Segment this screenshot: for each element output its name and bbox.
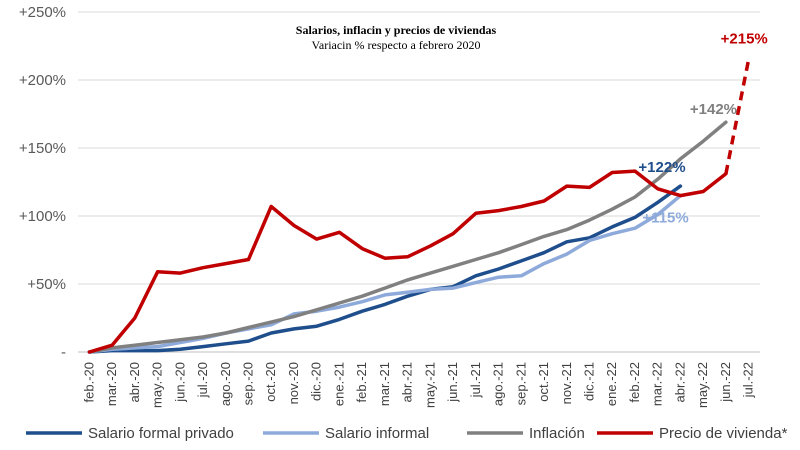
x-tick-label: sep.-21 — [513, 362, 528, 405]
y-tick-label: +250% — [19, 4, 66, 21]
y-gridlines — [78, 11, 760, 285]
x-tick-label: feb.-20 — [81, 362, 96, 402]
series-line — [87, 169, 728, 354]
y-tick-label: +50% — [27, 276, 66, 293]
x-tick-label: jul.-22 — [741, 362, 756, 398]
y-tick-label: +200% — [19, 72, 66, 89]
legend-label: Salario informal — [325, 425, 429, 442]
annotation-label: +115% — [642, 210, 688, 227]
x-tick-label: ago.-20 — [218, 362, 233, 406]
x-tick-label: oct.-20 — [263, 362, 278, 402]
x-tick-label: jun.-22 — [718, 362, 733, 403]
x-tick-label: ago.-21 — [491, 362, 506, 406]
y-tick-label: +150% — [19, 140, 66, 157]
x-tick-label: nov.-21 — [559, 362, 574, 404]
y-tick-labels: - +50% +100% +150% +200% +250% — [19, 4, 66, 361]
x-tick-label: jun.-21 — [445, 362, 460, 403]
legend-label: Salario formal privado — [88, 425, 234, 442]
annotation-label: +215% — [721, 31, 768, 48]
x-tick-label: mar.-21 — [377, 362, 392, 406]
x-tick-label: jul.-21 — [468, 362, 483, 398]
annotation-label: +122% — [638, 159, 685, 176]
data-annotations: +215% +142% +122% +115% — [638, 31, 767, 227]
annotation-label: +142% — [690, 101, 737, 118]
chart-title: Salarios, inflacin y precios de vivienda… — [296, 23, 497, 37]
x-tick-label: jul.-20 — [195, 362, 210, 398]
x-tick-label: ene.-21 — [331, 362, 346, 406]
x-tick-label: feb.-21 — [354, 362, 369, 402]
legend-label: Inflación — [529, 425, 585, 442]
series-line — [87, 193, 683, 354]
x-tick-label: may.-20 — [150, 362, 165, 408]
x-tick-label: dic.-21 — [582, 362, 597, 401]
x-tick-label: abr.-21 — [400, 362, 415, 402]
y-tick-label: - — [61, 344, 66, 361]
chart-subtitle: Variacin % respecto a febrero 2020 — [312, 38, 481, 52]
x-tick-label: dic.-20 — [309, 362, 324, 401]
series-line-projection — [724, 59, 751, 175]
x-tick-label: may.-22 — [695, 362, 710, 408]
series-lines — [87, 59, 751, 354]
legend-label: Precio de vivienda* — [659, 425, 788, 442]
x-tick-label: nov.-20 — [286, 362, 301, 404]
x-tick-label: sep.-20 — [241, 362, 256, 405]
series-line — [87, 120, 728, 354]
x-tick-label: oct.-21 — [536, 362, 551, 402]
legend: Salario formal privado Salario informal In… — [26, 425, 788, 442]
x-tick-label: mar.-20 — [104, 362, 119, 406]
x-tick-labels: feb.-20 mar.-20 abr.-20 may.-20 jun.-20 jul.-… — [81, 362, 755, 408]
x-tick-label: abr.-22 — [672, 362, 687, 402]
x-tick-label: feb.-22 — [627, 362, 642, 402]
x-tick-label: may.-21 — [422, 362, 437, 408]
x-tick-label: jun.-20 — [172, 362, 187, 403]
x-tick-label: mar.-22 — [650, 362, 665, 406]
x-tick-label: abr.-20 — [127, 362, 142, 402]
y-tick-label: +100% — [19, 208, 66, 225]
series-line — [87, 184, 683, 354]
x-tick-label: ene.-22 — [604, 362, 619, 406]
